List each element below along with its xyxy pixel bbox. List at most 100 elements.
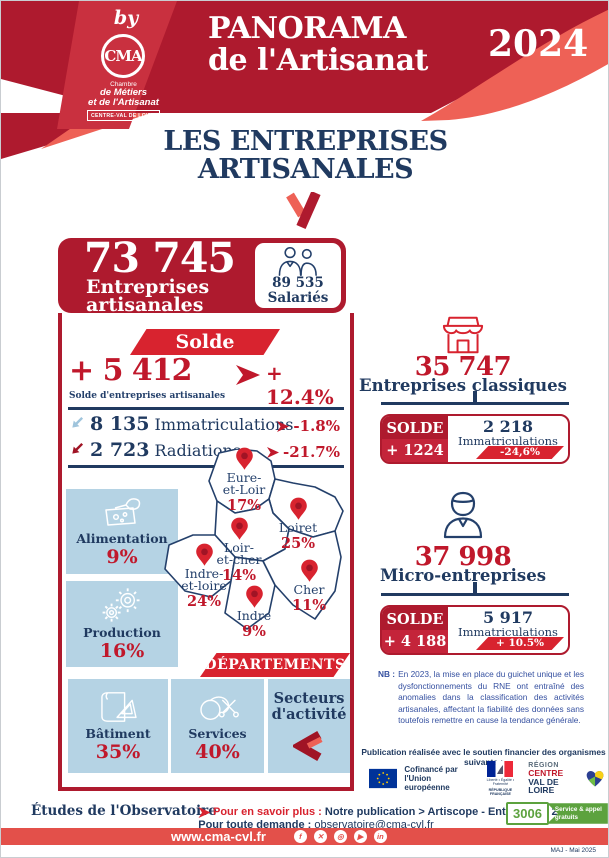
trend-arrow-icon xyxy=(277,420,290,432)
sector-batiment: Bâtiment 35% xyxy=(68,679,168,773)
t-divider xyxy=(381,402,569,405)
immatriculations-evolution: -1.8% xyxy=(277,417,340,435)
social-icons: f ✕ ◎ ▶ in xyxy=(293,830,387,843)
dept-name: Loiret xyxy=(278,520,318,535)
classic-immat: 2 218 Immatriculations -24,6% xyxy=(448,416,568,462)
rf-motto: Liberté • Égalité • Fraternité xyxy=(486,778,515,787)
micro-immat: 5 917 Immatriculations + 10.5% xyxy=(448,607,568,653)
nb-text: En 2023, la mise en place du guichet uni… xyxy=(398,669,584,726)
classic-evolution: -24,6% xyxy=(476,446,564,459)
french-flag-icon xyxy=(487,761,514,777)
page-title-line1: LES ENTREPRISES xyxy=(163,126,448,157)
dept-pct: 17% xyxy=(227,496,261,514)
region-heart-icon xyxy=(586,770,604,787)
map-pin-icon xyxy=(235,447,253,470)
footer-bar: www.cma-cvl.fr f ✕ ◎ ▶ in xyxy=(1,828,608,845)
linkedin-icon[interactable]: in xyxy=(373,830,387,843)
micro-label: Micro-entreprises xyxy=(379,566,546,585)
cma-region-label: CENTRE-VAL DE LOIRE xyxy=(87,110,160,121)
sector-name: Bâtiment xyxy=(85,726,151,741)
dept-loir-et-cher: Loir- et-cher 14% xyxy=(196,517,282,584)
solde-caption: Solde d'entreprises artisanales xyxy=(69,391,226,401)
dept-indre: Indre 9% xyxy=(211,585,297,640)
update-date: MAJ - Mai 2025 xyxy=(550,847,596,854)
cma-monogram: CMA xyxy=(104,47,142,65)
classic-immat-value: 2 218 xyxy=(482,417,534,436)
micro-solde-value: + 4 188 xyxy=(382,630,448,653)
map-pin-icon xyxy=(230,517,248,540)
immatriculations-label: Immatriculations xyxy=(154,415,294,434)
trend-arrow-icon xyxy=(198,807,211,818)
dept-indre-et-loire: Indre- et-loire 24% xyxy=(161,543,247,610)
trend-arrow-icon xyxy=(266,446,279,458)
studies-label: Études de l'Observatoire xyxy=(31,803,217,819)
eu-flag-icon xyxy=(369,769,398,789)
dept-eure-et-loir: Eure- et-Loir 17% xyxy=(201,447,287,514)
website-link[interactable]: www.cma-cvl.fr xyxy=(171,829,266,844)
dept-pct: 9% xyxy=(242,622,266,640)
hero-stat-box: 73 745 Entreprises artisanales 89 535 Sa… xyxy=(58,234,346,317)
classic-count: 35 747 xyxy=(414,352,512,382)
immatriculations-row: 8 135 Immatriculations xyxy=(70,413,294,435)
instagram-icon[interactable]: ◎ xyxy=(333,830,347,843)
phone-number: 3006 xyxy=(506,802,549,825)
checkmark-v-icon xyxy=(286,192,321,230)
enterprises-count: 73 745 xyxy=(84,234,236,282)
x-icon[interactable]: ✕ xyxy=(313,830,327,843)
micro-count: 37 998 xyxy=(414,542,512,572)
classic-solde-value: + 1224 xyxy=(382,439,448,462)
panorama-title-line1: PANORAMA xyxy=(208,11,406,46)
youtube-icon[interactable]: ▶ xyxy=(353,830,367,843)
sector-alimentation: Alimentation 9% xyxy=(66,489,178,574)
food-icon xyxy=(105,497,141,526)
shop-icon xyxy=(442,316,484,354)
phone-3006-badge: 3006 Service & appel gratuits xyxy=(506,802,608,825)
down-left-arrow-icon xyxy=(72,416,84,428)
region-map xyxy=(164,449,344,630)
t-divider xyxy=(381,593,569,596)
solde-label: SOLDE xyxy=(386,420,444,437)
facebook-icon[interactable]: f xyxy=(293,830,307,843)
trend-arrow-icon xyxy=(236,365,260,385)
republique-francaise-logo: Liberté • Égalité • Fraternité RÉPUBLIQU… xyxy=(480,761,522,796)
sectors-title-box: Secteurs d'activité xyxy=(268,679,350,773)
region-line3: VAL DE LOIRE xyxy=(528,776,559,796)
funding-logos: Cofinancé par l'Union européenne Liberté… xyxy=(369,761,605,796)
phone-caption: Service & appel gratuits xyxy=(546,803,608,824)
enterprises-label: Entreprises artisanales xyxy=(86,276,210,317)
by-label: by xyxy=(113,7,139,29)
micro-evolution: + 10.5% xyxy=(476,637,564,650)
dept-name: Cher xyxy=(293,582,325,597)
radiations-evolution: -21.7% xyxy=(266,443,340,461)
dept-pct: 14% xyxy=(222,566,256,584)
page-title-line2: ARTISANALES xyxy=(197,154,414,186)
page-title: LES ENTREPRISES ARTISANALES xyxy=(1,126,608,186)
departements-banner: DÉPARTEMENTS xyxy=(200,653,350,677)
panel-border-bottom xyxy=(58,787,354,791)
classic-label: Entreprises classiques xyxy=(359,376,567,395)
sector-pct: 16% xyxy=(99,640,145,662)
gears-icon xyxy=(102,588,140,622)
radiations-value: 2 723 xyxy=(90,439,150,461)
sector-pct: 9% xyxy=(106,545,138,568)
region-cvl-logo: RÉGION CENTRE VAL DE LOIRE xyxy=(528,762,605,795)
sector-production: Production 16% xyxy=(66,581,178,667)
hairdresser-scissors-icon xyxy=(199,696,239,720)
solde-value: + 5 412 xyxy=(69,353,193,388)
micro-immat-label: Immatriculations xyxy=(458,624,558,639)
employees-count: 89 535 xyxy=(272,275,324,292)
eu-funding-label: Cofinancé par l'Union européenne xyxy=(404,764,458,793)
dept-name: Indre xyxy=(236,608,272,623)
rf-name: RÉPUBLIQUE FRANÇAISE xyxy=(488,787,513,796)
divider-line xyxy=(68,465,344,468)
sectors-title: Secteurs d'activité xyxy=(271,690,347,723)
year-label: 2024 xyxy=(488,23,589,65)
classic-solde-left: SOLDE + 1224 xyxy=(382,416,448,462)
header-background xyxy=(1,1,608,159)
immatriculations-value: 8 135 xyxy=(90,413,150,435)
nb-label: NB : xyxy=(378,669,396,679)
two-persons-icon xyxy=(278,247,317,277)
radiations-row: 2 723 Radiations xyxy=(70,439,241,461)
solde-banner: Solde xyxy=(130,329,280,355)
